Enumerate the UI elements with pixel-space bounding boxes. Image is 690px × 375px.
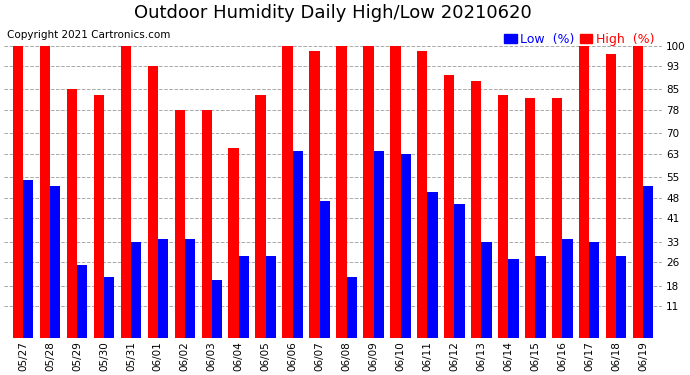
Bar [400, 154, 411, 338]
Bar [50, 186, 60, 338]
Bar [455, 204, 464, 338]
Bar [552, 98, 562, 338]
Title: Outdoor Humidity Daily High/Low 20210620: Outdoor Humidity Daily High/Low 20210620 [135, 4, 532, 22]
Bar [121, 46, 131, 338]
Bar [562, 239, 573, 338]
Bar [67, 90, 77, 338]
Bar [239, 256, 249, 338]
Bar [13, 46, 23, 338]
Bar [336, 46, 346, 338]
Bar [589, 242, 600, 338]
Bar [633, 46, 643, 338]
Bar [364, 46, 373, 338]
Bar [309, 51, 319, 338]
Bar [77, 265, 87, 338]
Bar [94, 95, 104, 338]
Bar [266, 256, 276, 338]
Bar [319, 201, 330, 338]
Bar [428, 192, 437, 338]
Bar [616, 256, 627, 338]
Bar [606, 54, 616, 338]
Bar [471, 81, 482, 338]
Bar [23, 180, 33, 338]
Bar [212, 280, 222, 338]
Bar [148, 66, 158, 338]
Bar [175, 110, 185, 338]
Bar [391, 46, 400, 338]
Bar [509, 259, 519, 338]
Bar [40, 46, 50, 338]
Bar [185, 239, 195, 338]
Bar [482, 242, 492, 338]
Bar [282, 46, 293, 338]
Bar [104, 277, 114, 338]
Bar [131, 242, 141, 338]
Bar [498, 95, 509, 338]
Bar [228, 148, 239, 338]
Bar [525, 98, 535, 338]
Legend: Low  (%), High  (%): Low (%), High (%) [503, 32, 656, 47]
Bar [201, 110, 212, 338]
Bar [293, 151, 303, 338]
Bar [444, 75, 455, 338]
Bar [255, 95, 266, 338]
Bar [535, 256, 546, 338]
Bar [373, 151, 384, 338]
Text: Copyright 2021 Cartronics.com: Copyright 2021 Cartronics.com [8, 30, 171, 40]
Bar [346, 277, 357, 338]
Bar [417, 51, 428, 338]
Bar [643, 186, 653, 338]
Bar [579, 46, 589, 338]
Bar [158, 239, 168, 338]
